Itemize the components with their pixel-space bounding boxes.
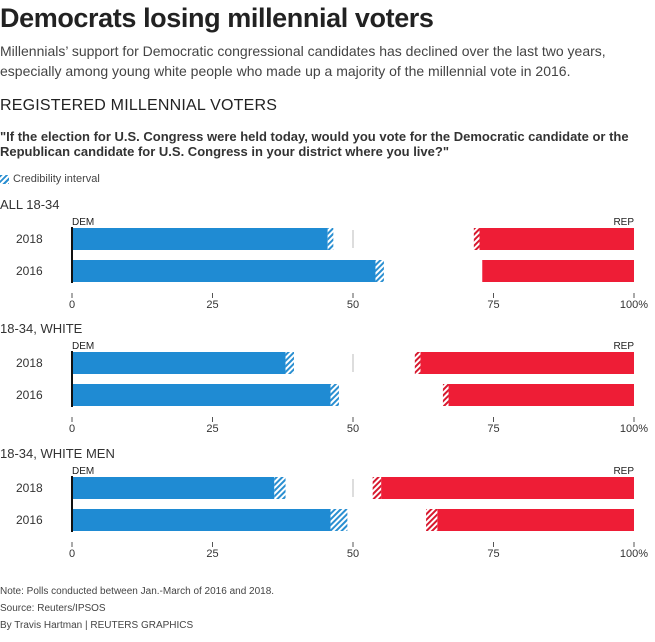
dem-credibility-interval (285, 352, 294, 374)
dem-credibility-interval (327, 228, 334, 250)
credibility-interval-swatch (0, 174, 9, 184)
year-label: 2018 (16, 481, 43, 495)
dem-label: DEM (72, 341, 94, 352)
rep-label: REP (613, 341, 634, 352)
tick-label: 75 (487, 299, 499, 311)
section-heading: REGISTERED MILLENNIAL VOTERS (0, 97, 278, 114)
tick-label: 25 (206, 299, 218, 311)
dem-bar (72, 260, 376, 282)
tick-label: 0 (69, 548, 75, 560)
tick-label: 100% (620, 548, 648, 560)
year-label: 2016 (16, 388, 43, 402)
rep-credibility-interval (426, 509, 438, 531)
chart-title: Democrats losing millennial voters (0, 3, 434, 33)
year-label: 2018 (16, 232, 43, 246)
dem-credibility-interval (330, 509, 348, 531)
legend-label: Credibility interval (13, 173, 100, 185)
tick-label: 50 (347, 548, 359, 560)
rep-credibility-interval (473, 228, 480, 250)
dem-bar (72, 352, 286, 374)
tick-label: 100% (620, 299, 648, 311)
tick-label: 0 (69, 299, 75, 311)
rep-label: REP (613, 217, 634, 228)
dem-credibility-interval (274, 477, 286, 499)
rep-bar (381, 477, 634, 499)
tick-label: 25 (206, 548, 218, 560)
dem-bar (72, 228, 328, 250)
tick-label: 75 (487, 548, 499, 560)
rep-bar (420, 352, 634, 374)
legend: Credibility interval (0, 173, 100, 185)
group-title-white: 18-34, WHITE (0, 321, 83, 336)
footer-note: Note: Polls conducted between Jan.-March… (0, 586, 275, 597)
dem-bar (72, 509, 331, 531)
tick-label: 50 (347, 423, 359, 435)
tick-label: 0 (69, 423, 75, 435)
year-label: 2016 (16, 513, 43, 527)
rep-bar (448, 384, 634, 406)
chart-subtitle: Millennials’ support for Democratic cong… (0, 43, 606, 79)
dem-label: DEM (72, 466, 94, 477)
group-title-white-men: 18-34, WHITE MEN (0, 446, 115, 461)
year-label: 2018 (16, 356, 43, 370)
tick-label: 25 (206, 423, 218, 435)
rep-label: REP (613, 466, 634, 477)
rep-bar (437, 509, 634, 531)
tick-label: 75 (487, 423, 499, 435)
dem-label: DEM (72, 217, 94, 228)
dem-bar (72, 384, 331, 406)
footer-credit: By Travis Hartman | REUTERS GRAPHICS (0, 620, 194, 631)
dem-credibility-interval (375, 260, 384, 282)
rep-credibility-interval (414, 352, 421, 374)
group-title-all: ALL 18-34 (0, 197, 60, 212)
tick-label: 50 (347, 299, 359, 311)
rep-bar (482, 260, 634, 282)
rep-credibility-interval (442, 384, 449, 406)
dem-credibility-interval (330, 384, 339, 406)
survey-question: "If the election for U.S. Congress were … (0, 129, 629, 159)
dem-bar (72, 477, 275, 499)
rep-bar (479, 228, 634, 250)
tick-label: 100% (620, 423, 648, 435)
year-label: 2016 (16, 264, 43, 278)
rep-credibility-interval (372, 477, 382, 499)
footer-source: Source: Reuters/IPSOS (0, 603, 106, 614)
